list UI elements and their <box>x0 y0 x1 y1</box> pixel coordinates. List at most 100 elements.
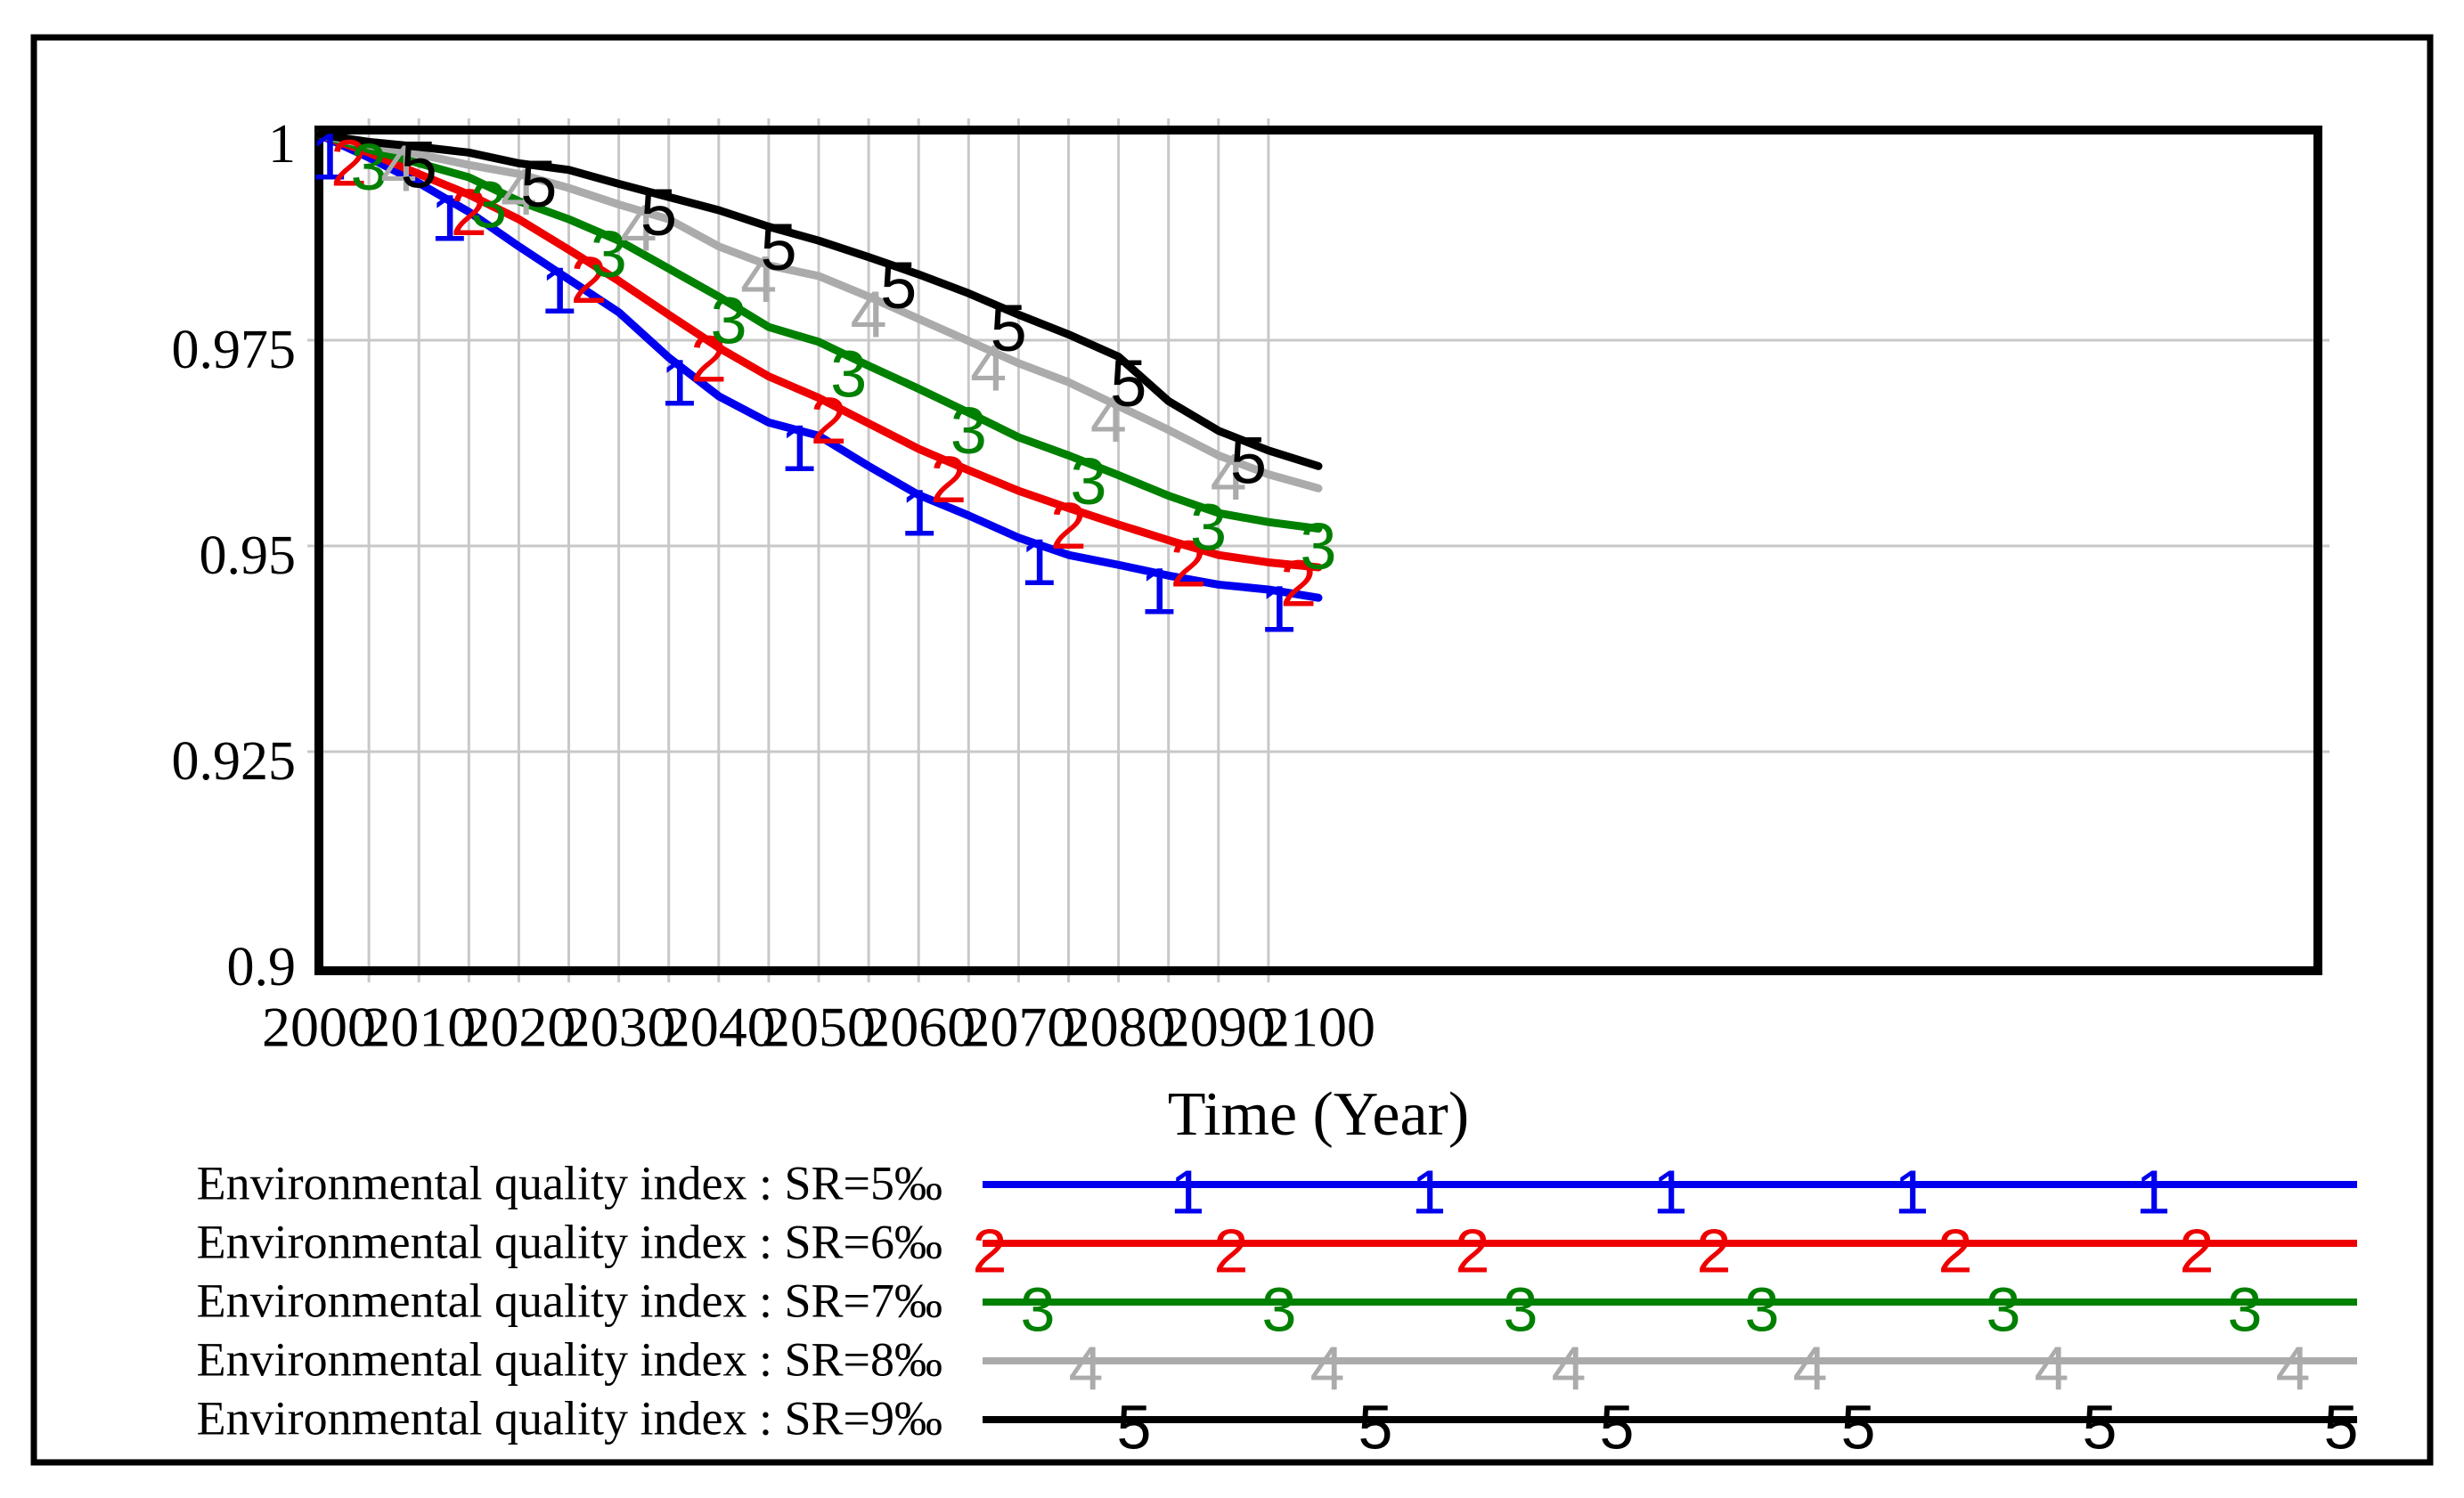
series-line-1 <box>314 130 1323 602</box>
y-tick-label: 1 <box>268 114 296 175</box>
legend-marker-1: 1 <box>1895 1157 1930 1226</box>
legend-marker-2: 2 <box>1214 1216 1249 1285</box>
series-marker-3: 3 <box>1190 491 1227 565</box>
series-marker-5: 5 <box>1110 346 1146 420</box>
series-marker-4: 4 <box>970 330 1007 404</box>
series-marker-3: 3 <box>1070 444 1106 518</box>
legend-marker-4: 4 <box>1310 1333 1345 1403</box>
legend-marker-4: 4 <box>2276 1333 2311 1403</box>
legend-marker-5: 5 <box>2083 1392 2117 1461</box>
x-tick-label: 2010 <box>362 996 476 1059</box>
series-line-4 <box>314 130 1323 493</box>
series-marker-5: 5 <box>880 248 917 322</box>
series-line-5 <box>314 130 1323 470</box>
legend-row-3: Environmental quality index : SR=7‰ 3 3 3 3 3… <box>197 1274 2357 1344</box>
legend-row-4: Environmental quality index : SR=8‰ 4 4 4 4 4… <box>197 1332 2357 1403</box>
series-marker-4: 4 <box>740 242 777 316</box>
legend-marker-5: 5 <box>1358 1392 1393 1461</box>
series-marker-1: 1 <box>541 254 577 328</box>
x-tick-label: 2080 <box>1062 996 1176 1059</box>
series-marker-1: 1 <box>660 346 697 420</box>
legend-label: Environmental quality index : SR=5‰ <box>197 1156 942 1209</box>
series-marker-3: 3 <box>1300 509 1336 583</box>
series-marker-5: 5 <box>401 127 437 201</box>
legend-marker-5: 5 <box>1841 1392 1876 1461</box>
series-marker-2: 2 <box>1050 489 1087 563</box>
legend-label: Environmental quality index : SR=6‰ <box>197 1215 942 1268</box>
series-marker-3: 3 <box>951 394 987 468</box>
legend-marker-3: 3 <box>1504 1274 1538 1344</box>
series-marker-2: 2 <box>1280 546 1317 620</box>
legend-label: Environmental quality index : SR=9‰ <box>197 1391 942 1445</box>
series-marker-2: 2 <box>1171 527 1207 601</box>
x-tick-label: 2050 <box>762 996 876 1059</box>
series-marker-2: 2 <box>330 126 367 200</box>
legend-marker-5: 5 <box>1600 1392 1635 1461</box>
y-axis-labels: 1 0.975 0.95 0.925 0.9 <box>172 114 297 997</box>
series-marker-1: 1 <box>430 181 467 255</box>
x-axis-title: Time (Year) <box>1168 1080 1469 1149</box>
series-marker-3: 3 <box>591 217 627 291</box>
series-lines <box>314 130 1323 602</box>
series-marker-1: 1 <box>901 476 937 550</box>
legend-marker-2: 2 <box>1456 1216 1490 1285</box>
y-tick-label: 0.95 <box>200 525 297 586</box>
legend-marker-4: 4 <box>1793 1333 1828 1403</box>
series-marker-2: 2 <box>811 384 847 458</box>
legend-marker-1: 1 <box>1653 1157 1688 1226</box>
x-tick-label: 2100 <box>1261 996 1375 1059</box>
legend-row-1: Environmental quality index : SR=5‰ 1 1 1 1 1 <box>197 1156 2357 1226</box>
x-axis-labels: 2000201020202030204020502060207020802090… <box>262 996 1375 1059</box>
legend-marker-2: 2 <box>1938 1216 1973 1285</box>
legend-marker-2: 2 <box>1697 1216 1732 1285</box>
x-tick-label: 2040 <box>662 996 776 1059</box>
series-marker-2: 2 <box>690 322 727 395</box>
legend-marker-3: 3 <box>1262 1274 1297 1344</box>
legend-marker-4: 4 <box>1552 1333 1587 1403</box>
x-tick-label: 2090 <box>1162 996 1276 1059</box>
series-marker-4: 4 <box>620 191 657 265</box>
series-marker-1: 1 <box>1261 572 1297 646</box>
series-marker-5: 5 <box>991 291 1027 365</box>
series-marker-1: 1 <box>780 411 817 485</box>
legend-marker-2: 2 <box>973 1216 1008 1285</box>
series-marker-3: 3 <box>710 283 747 357</box>
legend-marker-1: 1 <box>1171 1157 1205 1226</box>
series-marker-4: 4 <box>1090 382 1127 456</box>
x-tick-label: 2000 <box>262 996 376 1059</box>
legend-label: Environmental quality index : SR=7‰ <box>197 1274 942 1327</box>
legend-marker-2: 2 <box>2180 1216 2215 1285</box>
series-marker-3: 3 <box>351 130 388 204</box>
series-marker-4: 4 <box>1210 440 1246 514</box>
legend-marker-1: 1 <box>1412 1157 1447 1226</box>
series-marker-2: 2 <box>930 443 967 517</box>
y-tick-label: 0.975 <box>172 320 297 380</box>
y-tick-label: 0.9 <box>227 937 297 997</box>
series-marker-4: 4 <box>380 132 417 206</box>
legend: Environmental quality index : SR=5‰ 1 1 1 1 1… <box>197 1156 2359 1461</box>
plot-border <box>314 126 2322 975</box>
series-marker-5: 5 <box>1230 423 1267 497</box>
x-tick-label: 2070 <box>961 996 1075 1059</box>
legend-marker-4: 4 <box>2035 1333 2069 1403</box>
series-marker-1: 1 <box>311 120 347 194</box>
y-tick-label: 0.925 <box>172 731 297 792</box>
series-marker-1: 1 <box>1020 525 1057 599</box>
legend-marker-3: 3 <box>1987 1274 2021 1344</box>
legend-marker-1: 1 <box>2136 1157 2171 1226</box>
legend-marker-5: 5 <box>1117 1392 1152 1461</box>
legend-marker-4: 4 <box>1069 1333 1104 1403</box>
series-marker-4: 4 <box>501 155 537 229</box>
x-tick-label: 2020 <box>461 996 575 1059</box>
series-marker-2: 2 <box>570 243 607 317</box>
window-frame <box>30 34 2434 1466</box>
legend-marker-3: 3 <box>2228 1274 2263 1344</box>
legend-marker-3: 3 <box>1745 1274 1780 1344</box>
legend-marker-3: 3 <box>1021 1274 1056 1344</box>
x-tick-label: 2060 <box>861 996 975 1059</box>
series-marker-4: 4 <box>851 278 887 352</box>
legend-label: Environmental quality index : SR=8‰ <box>197 1332 942 1386</box>
